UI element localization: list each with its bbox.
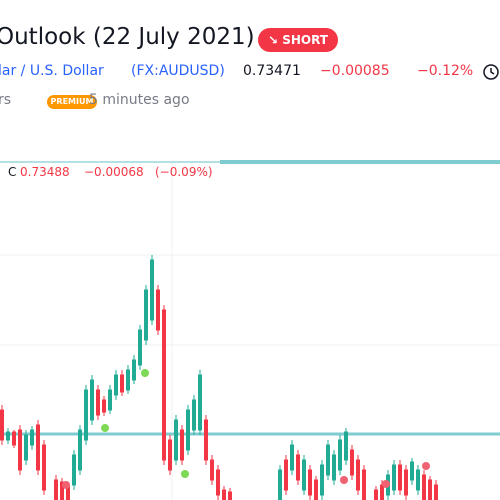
candle [314,476,318,500]
candle [156,285,160,335]
candle [356,455,360,495]
candle [174,415,178,465]
candle [90,375,94,425]
candle [186,405,190,455]
candle [78,425,82,475]
clock-hands [490,68,495,75]
candle [24,430,28,465]
candles [0,255,438,500]
published-time: 5 minutes ago [89,92,190,108]
candle [168,435,172,475]
author[interactable]: rs [0,92,12,108]
candle [228,488,232,500]
candle [96,385,100,420]
candle [216,465,220,500]
candle [114,370,118,400]
candle [36,420,40,475]
candle [416,465,420,495]
sell-signal [422,462,430,470]
candle [162,305,166,465]
candle [132,355,136,384]
candle [42,440,46,495]
legend-label: C [8,165,17,179]
candle [204,415,208,465]
candle [320,460,324,500]
candle [6,428,10,444]
candle [18,425,22,475]
candle [284,455,288,495]
candle [30,426,34,450]
candle [84,385,88,445]
candle [192,395,196,435]
candle [350,445,354,480]
legend-close: 0.73488 [20,165,70,179]
candle [404,465,408,500]
buy-signal [181,470,189,478]
badge-arrow: ↘ [267,33,283,47]
symbol-name[interactable]: lar / U.S. Dollar [0,63,104,79]
candle [332,450,336,485]
legend-change-percent: (−0.09%) [155,165,213,179]
candle [302,455,306,495]
candle [326,440,330,480]
candle [150,255,154,325]
candle [296,450,300,485]
candle [308,465,312,500]
candle [428,476,432,500]
candle [362,465,366,500]
idea-title: Outlook (22 July 2021) [0,24,255,50]
legend-change: −0.00068 [84,165,144,179]
sell-signal [340,476,348,484]
sell-signal [382,480,390,488]
candle [60,478,64,500]
candle [410,458,414,485]
price-change: −0.00085 [320,63,390,79]
candle [72,450,76,490]
candle [144,285,148,345]
candle [374,486,378,500]
premium-badge: PREMIUM [47,95,97,109]
candle [278,465,282,500]
signals [62,369,430,489]
buy-signal [141,369,149,377]
candle [138,325,142,370]
price: 0.73471 [243,63,301,79]
candle [290,440,294,475]
candle [434,480,438,500]
candle [338,435,342,475]
candle [344,428,348,465]
candle [102,396,106,416]
candle [0,405,4,445]
short-badge: ↘ SHORT [258,28,338,52]
candle [108,385,112,414]
sell-signal [62,481,70,489]
candle [398,460,402,495]
badge-text: SHORT [282,33,328,47]
buy-signal [101,424,109,432]
clock-face [483,64,499,80]
candle [180,425,184,465]
candle [210,455,214,485]
candle [222,486,226,500]
candle [12,430,16,448]
price-change-percent: −0.12% [417,63,474,79]
candle [392,460,396,495]
candle [126,365,130,394]
candle [198,370,202,435]
clock-icon[interactable] [483,64,499,80]
symbol-code[interactable]: (FX:AUDUSD) [131,63,225,79]
candle [422,470,426,500]
candle [54,475,58,500]
candle [120,370,124,396]
